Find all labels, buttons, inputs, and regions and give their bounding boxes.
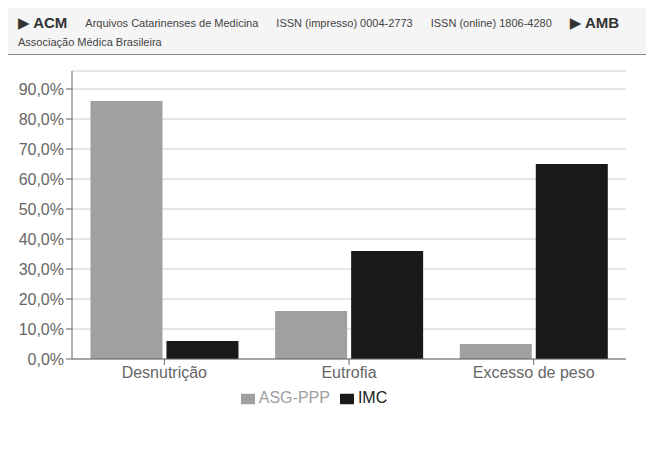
html-text:ISSN (impresso) 0004-2773: ISSN (impresso) 0004-2773 [276,17,413,29]
svg-text:20,0%: 20,0% [19,291,64,308]
svg-text:60,0%: 60,0% [19,171,64,188]
svg-text:10,0%: 10,0% [19,321,64,338]
html-text:ASG-PPP: ASG-PPP [258,389,330,406]
svg-text:50,0%: 50,0% [19,201,64,218]
html-text:Associação Médica Brasileira: Associação Médica Brasileira [18,36,162,48]
html-text:ISSN (online) 1806-4280: ISSN (online) 1806-4280 [430,17,552,29]
svg-text:0,0%: 0,0% [28,351,64,368]
svg-text:90,0%: 90,0% [19,81,64,98]
svg-text:40,0%: 40,0% [19,231,64,248]
html-text:IMC: IMC [357,389,388,406]
svg-text:80,0%: 80,0% [19,111,64,128]
svg-text:Excesso de peso: Excesso de peso [473,364,595,381]
svg-text:30,0%: 30,0% [19,261,64,278]
svg-text:Eutrofia: Eutrofia [321,364,376,381]
html-text:▶ AMB: ▶ AMB [569,14,620,31]
html-text:Arquivos Catarinenses de Medic: Arquivos Catarinenses de Medicina [85,17,259,29]
svg-text:70,0%: 70,0% [19,141,64,158]
html-text:▶ ACM: ▶ ACM [18,14,68,31]
svg-text:Desnutrição: Desnutrição [122,364,207,381]
